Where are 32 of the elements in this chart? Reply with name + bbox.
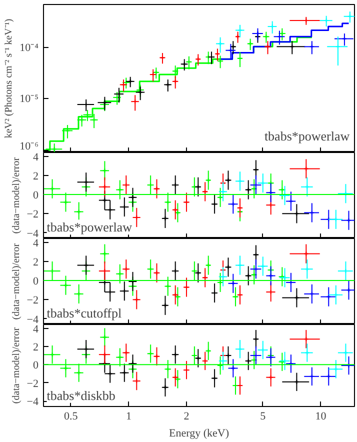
y-tick-label: −2 xyxy=(26,378,39,390)
y-tick-label: 2 xyxy=(33,256,38,268)
x-axis-title: Energy (keV) xyxy=(169,428,230,440)
y-tick-label: 4 xyxy=(33,152,39,164)
x-tick-label: 1 xyxy=(126,410,132,422)
y-tick-label: 2 xyxy=(33,341,38,354)
y-tick-label: 4 xyxy=(33,324,39,336)
y-tick-label: 2 xyxy=(33,170,38,182)
annotation: tbabs*cutoffpl xyxy=(46,306,122,321)
y-tick-label: 10⁻⁶ xyxy=(20,140,39,152)
y-tick-label: −4 xyxy=(26,314,39,326)
y-tick-label: −2 xyxy=(26,208,39,221)
y-tick-label: −4 xyxy=(26,396,39,408)
annotation: tbabs*powerlaw xyxy=(46,220,133,235)
y-tick-label: 0 xyxy=(33,360,39,372)
y-tick-label: 10⁻⁵ xyxy=(20,92,39,105)
y-tick-label: 0 xyxy=(33,276,39,288)
y-tick-label: 10⁻⁴ xyxy=(20,42,39,54)
x-tick-label: 2 xyxy=(184,410,190,422)
annotation: tbabs*diskbb xyxy=(46,388,116,403)
y-axis-title: (data−model)/error xyxy=(10,156,22,234)
y-axis-title: keV² (Photons cm⁻² s⁻¹ keV⁻¹) xyxy=(4,18,15,138)
y-axis-title: (data−model)/error xyxy=(10,326,22,404)
x-tick-label: 10 xyxy=(315,410,327,422)
y-tick-label: −2 xyxy=(26,294,39,307)
y-axis-title: (data−model)/error xyxy=(10,242,22,320)
y-tick-label: −4 xyxy=(26,228,39,240)
x-tick-label: 5 xyxy=(260,410,266,422)
y-tick-label: 4 xyxy=(33,238,39,250)
annotation: tbabs*powerlaw xyxy=(264,128,350,144)
y-tick-label: 0 xyxy=(33,190,39,202)
x-tick-label: 0.5 xyxy=(64,410,78,422)
